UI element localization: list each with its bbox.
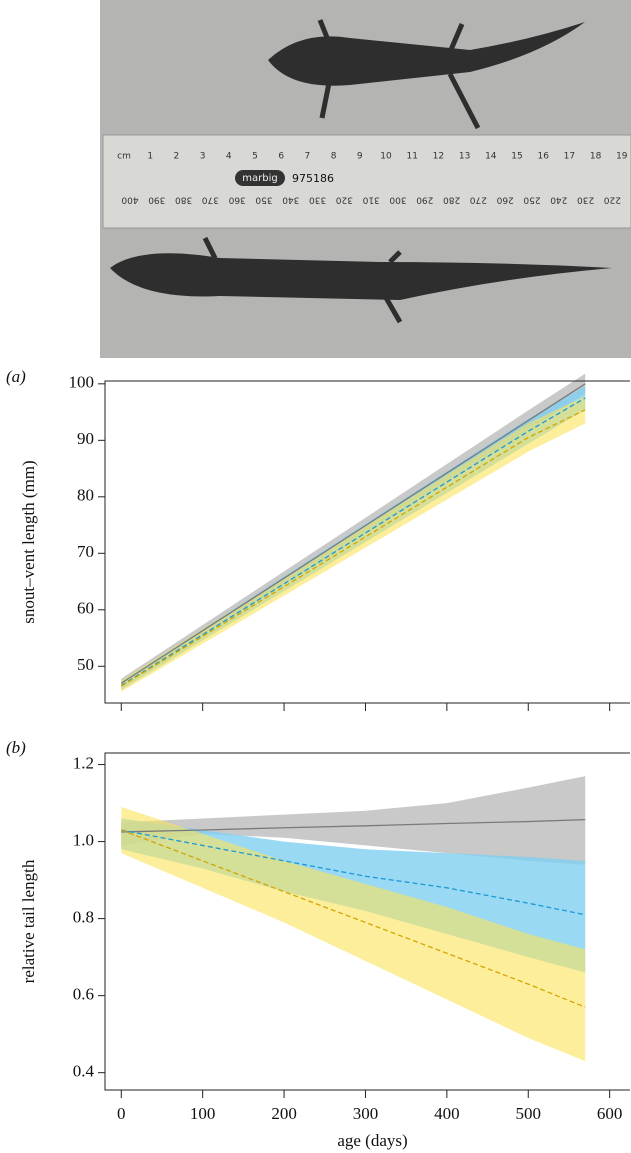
panel-label: (b): [6, 738, 26, 757]
ruler-mm-label: 310: [362, 195, 379, 205]
ruler-mm-label: 300: [389, 195, 406, 205]
fit-line: [120, 383, 586, 684]
ruler-mm-label: 360: [228, 195, 245, 205]
ruler-code: 975186: [292, 172, 334, 185]
ruler-mm-label: 270: [470, 195, 487, 205]
ruler: [102, 134, 631, 229]
ruler-cm-label: 11: [406, 152, 417, 162]
ruler-mm-label: 250: [523, 195, 540, 205]
ruler-cm-label: 3: [200, 152, 206, 162]
ruler-cm-label: 9: [357, 152, 363, 162]
ruler-brand-badge: [235, 170, 285, 186]
ruler-cm-label: 15: [511, 152, 522, 162]
photo: marbig 975186 cm 1 2 3 4 5 6 7 8 9 10 11 12 13 14 15 16 1…: [100, 0, 631, 358]
axis-frame: [104, 752, 630, 1091]
y-tick-label: 0.8: [73, 908, 94, 927]
y-tick-label: 90: [77, 429, 94, 448]
lizard-bottom: [110, 253, 612, 300]
ruler-cm-label: 5: [252, 152, 258, 162]
ruler-cm-label: 10: [380, 152, 392, 162]
x-tick-label: 400: [434, 1104, 460, 1123]
ruler-cm-label: 16: [537, 152, 549, 162]
ruler-mm-label: 260: [496, 195, 513, 205]
ruler-cm-label: 6: [278, 152, 284, 162]
y-tick-label: 0.6: [73, 985, 94, 1004]
ruler-cm-label: 13: [459, 152, 470, 162]
y-tick-label: 1.2: [73, 753, 94, 772]
ruler-mm-label: 280: [443, 195, 460, 205]
ruler-mm-label: 380: [175, 195, 192, 205]
ruler-mm-label: 290: [416, 195, 433, 205]
lizard-bottom-legs: [202, 236, 403, 324]
y-tick-label: 0.4: [73, 1062, 95, 1081]
ruler-cm-label: cm: [117, 152, 131, 162]
ruler-brand: marbig: [242, 173, 277, 184]
lizard-top: [268, 22, 585, 86]
ruler-cm-label: 7: [305, 152, 311, 162]
x-tick-label: 300: [353, 1104, 379, 1123]
y-tick-label: 1.0: [73, 830, 94, 849]
fit-line: [121, 829, 586, 1008]
fit-line: [121, 829, 586, 916]
ruler-mm-label: 320: [336, 195, 353, 205]
ruler-cm-label: 8: [331, 152, 337, 162]
y-tick-label: 60: [77, 599, 94, 618]
confidence-band: [121, 776, 586, 865]
x-tick-label: 0: [117, 1104, 126, 1123]
ruler-cm-label: 14: [485, 152, 497, 162]
y-tick-label: 80: [77, 486, 94, 505]
ruler-cm-label: 12: [433, 152, 444, 162]
axis-frame: [104, 380, 630, 704]
ruler-cm-label: 19: [616, 152, 628, 162]
confidence-band: [121, 806, 586, 1062]
ruler-cm-label: 18: [590, 152, 602, 162]
y-axis-label: relative tail length: [19, 859, 38, 983]
ruler-cm-label: 1: [147, 152, 153, 162]
ruler-mm-label: 400: [121, 195, 138, 205]
ruler-mm-label: 240: [550, 195, 567, 205]
ruler-mm-label: 340: [282, 195, 299, 205]
ruler-cm-label: 17: [564, 152, 575, 162]
ruler-mm-label: 370: [202, 195, 219, 205]
x-axis-label: age (days): [337, 1131, 407, 1150]
lizard-legs: [317, 19, 481, 130]
ruler-cm-label: 2: [174, 152, 180, 162]
fit-line: [120, 409, 586, 687]
y-tick-label: 50: [77, 655, 94, 674]
ruler-mm-label: 330: [309, 195, 326, 205]
x-tick-label: 100: [190, 1104, 216, 1123]
ruler-mm-label: 390: [148, 195, 165, 205]
y-axis-label: snout–vent length (mm): [19, 460, 38, 623]
ruler-mm-label: 230: [577, 195, 594, 205]
ruler-mm-label: 350: [255, 195, 272, 205]
y-tick-label: 100: [69, 373, 95, 392]
x-tick-label: 500: [516, 1104, 542, 1123]
x-tick-label: 200: [271, 1104, 297, 1123]
fit-line: [121, 818, 586, 833]
panel-label: (a): [6, 367, 26, 386]
x-tick-label: 600: [597, 1104, 623, 1123]
ruler-mm-label: 220: [604, 195, 621, 205]
y-tick-label: 70: [77, 542, 94, 561]
charts: 50 60 70 80 90 100 (a) snout–vent length (mm) 0.…: [6, 367, 630, 1150]
ruler-cm-label: 4: [226, 152, 232, 162]
